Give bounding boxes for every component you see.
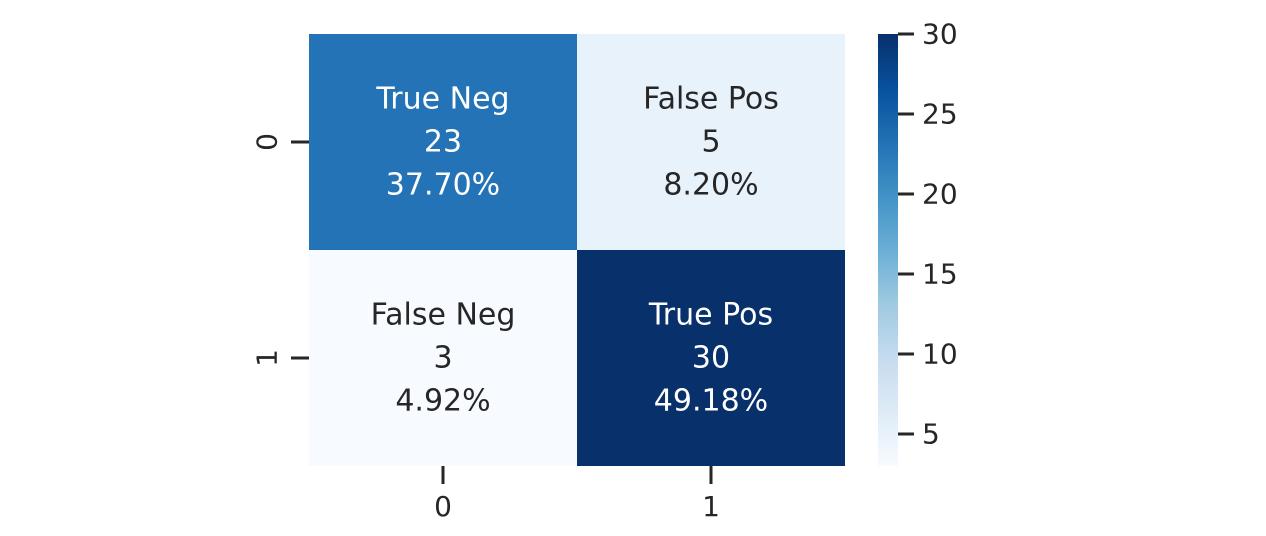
cell-percent: 37.70% — [386, 168, 500, 203]
cell-label: True Neg — [375, 82, 509, 117]
cell-label: False Pos — [643, 82, 779, 117]
heatmap-cell — [309, 250, 577, 466]
y-tick-label: 1 — [251, 349, 284, 367]
cell-annotations: True Neg 23 37.70% False Pos 5 8.20% False Neg… — [371, 82, 779, 419]
colorbar-tick-label: 30 — [922, 18, 958, 51]
colorbar-tick-label: 20 — [922, 178, 958, 211]
cell-count: 30 — [692, 341, 730, 376]
colorbar-gradient — [878, 34, 898, 466]
colorbar-tick-label: 5 — [922, 418, 940, 451]
cell-label: True Pos — [648, 298, 773, 333]
colorbar-tick-label: 10 — [922, 338, 958, 371]
cell-percent: 4.92% — [395, 384, 490, 419]
cell-count: 3 — [433, 341, 452, 376]
colorbar-tick-label: 15 — [922, 258, 958, 291]
y-tick-label: 0 — [251, 133, 284, 151]
cell-percent: 49.18% — [654, 384, 768, 419]
cell-count: 5 — [701, 125, 720, 160]
cell-count: 23 — [424, 125, 462, 160]
cell-label: False Neg — [371, 298, 516, 333]
x-tick-label: 0 — [434, 490, 452, 523]
heatmap-cells — [309, 34, 845, 466]
colorbar-tick-label: 25 — [922, 98, 958, 131]
cell-percent: 8.20% — [663, 168, 758, 203]
heatmap-cell — [577, 34, 845, 250]
colorbar: 5 10 15 20 25 30 — [878, 18, 958, 466]
heatmap-cell — [309, 34, 577, 250]
y-axis: 01 — [251, 133, 309, 367]
heatmap-cell — [577, 250, 845, 466]
x-tick-label: 1 — [702, 490, 720, 523]
colorbar-ticks: 5 10 15 20 25 30 — [898, 18, 958, 451]
